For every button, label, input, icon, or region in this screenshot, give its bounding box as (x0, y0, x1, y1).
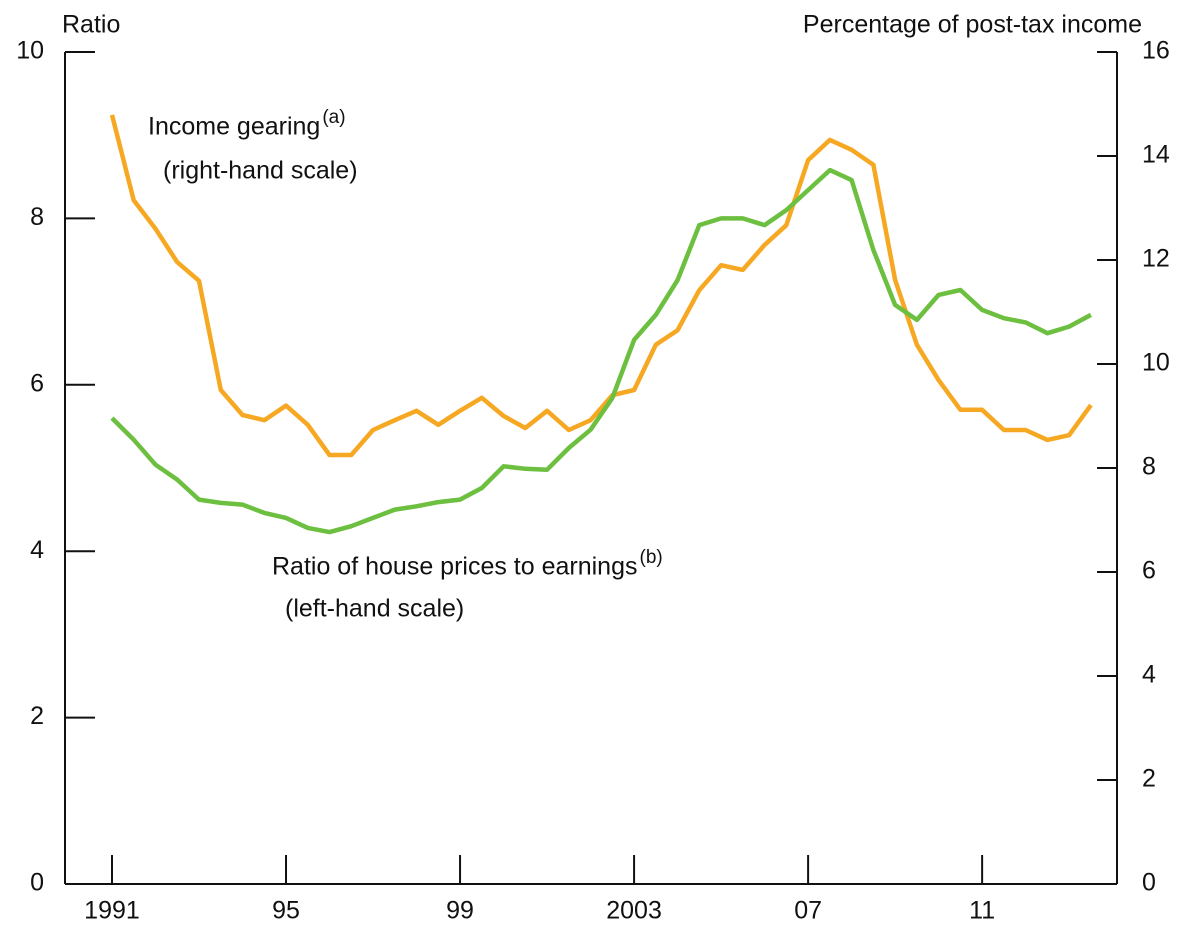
y-tick-label: 6 (30, 369, 44, 397)
data-line (110, 167, 1092, 535)
y2-tick-label: 14 (1142, 141, 1170, 169)
y2-tick-label: 10 (1142, 349, 1170, 377)
x-tick-label: 2003 (606, 897, 662, 925)
x-tick-label: 11 (969, 897, 995, 925)
y-tick-label: 8 (30, 203, 44, 231)
y2-tick-label: 4 (1142, 661, 1156, 689)
x-tick-label: 1991 (84, 897, 140, 925)
y2-tick-label: 0 (1142, 869, 1156, 897)
x-tick-label: 07 (794, 897, 822, 925)
x-tick-label: 99 (446, 897, 474, 925)
x-tick-label: 95 (272, 897, 300, 925)
series-label: Income gearing (148, 113, 320, 141)
y2-tick-label: 6 (1142, 557, 1156, 585)
data-line (109, 114, 1093, 458)
y2-tick-label: 8 (1142, 453, 1156, 481)
series-label: Ratio of house prices to earnings (272, 553, 638, 581)
y2-axis-label: Percentage of post-tax income (803, 11, 1142, 39)
series-label-note: (left-hand scale) (285, 595, 464, 623)
y-axis-label: Ratio (62, 11, 120, 39)
series-label-sup: (b) (640, 547, 663, 568)
y2-tick-label: 2 (1142, 765, 1156, 793)
y-tick-label: 2 (30, 702, 44, 730)
y2-tick-label: 16 (1142, 37, 1170, 65)
y-tick-label: 0 (30, 869, 44, 897)
y-tick-label: 10 (16, 37, 44, 65)
series-label-note: (right-hand scale) (163, 157, 358, 185)
y2-tick-label: 12 (1142, 245, 1170, 273)
series-label-sup: (a) (322, 107, 345, 128)
y-tick-label: 4 (30, 536, 44, 564)
